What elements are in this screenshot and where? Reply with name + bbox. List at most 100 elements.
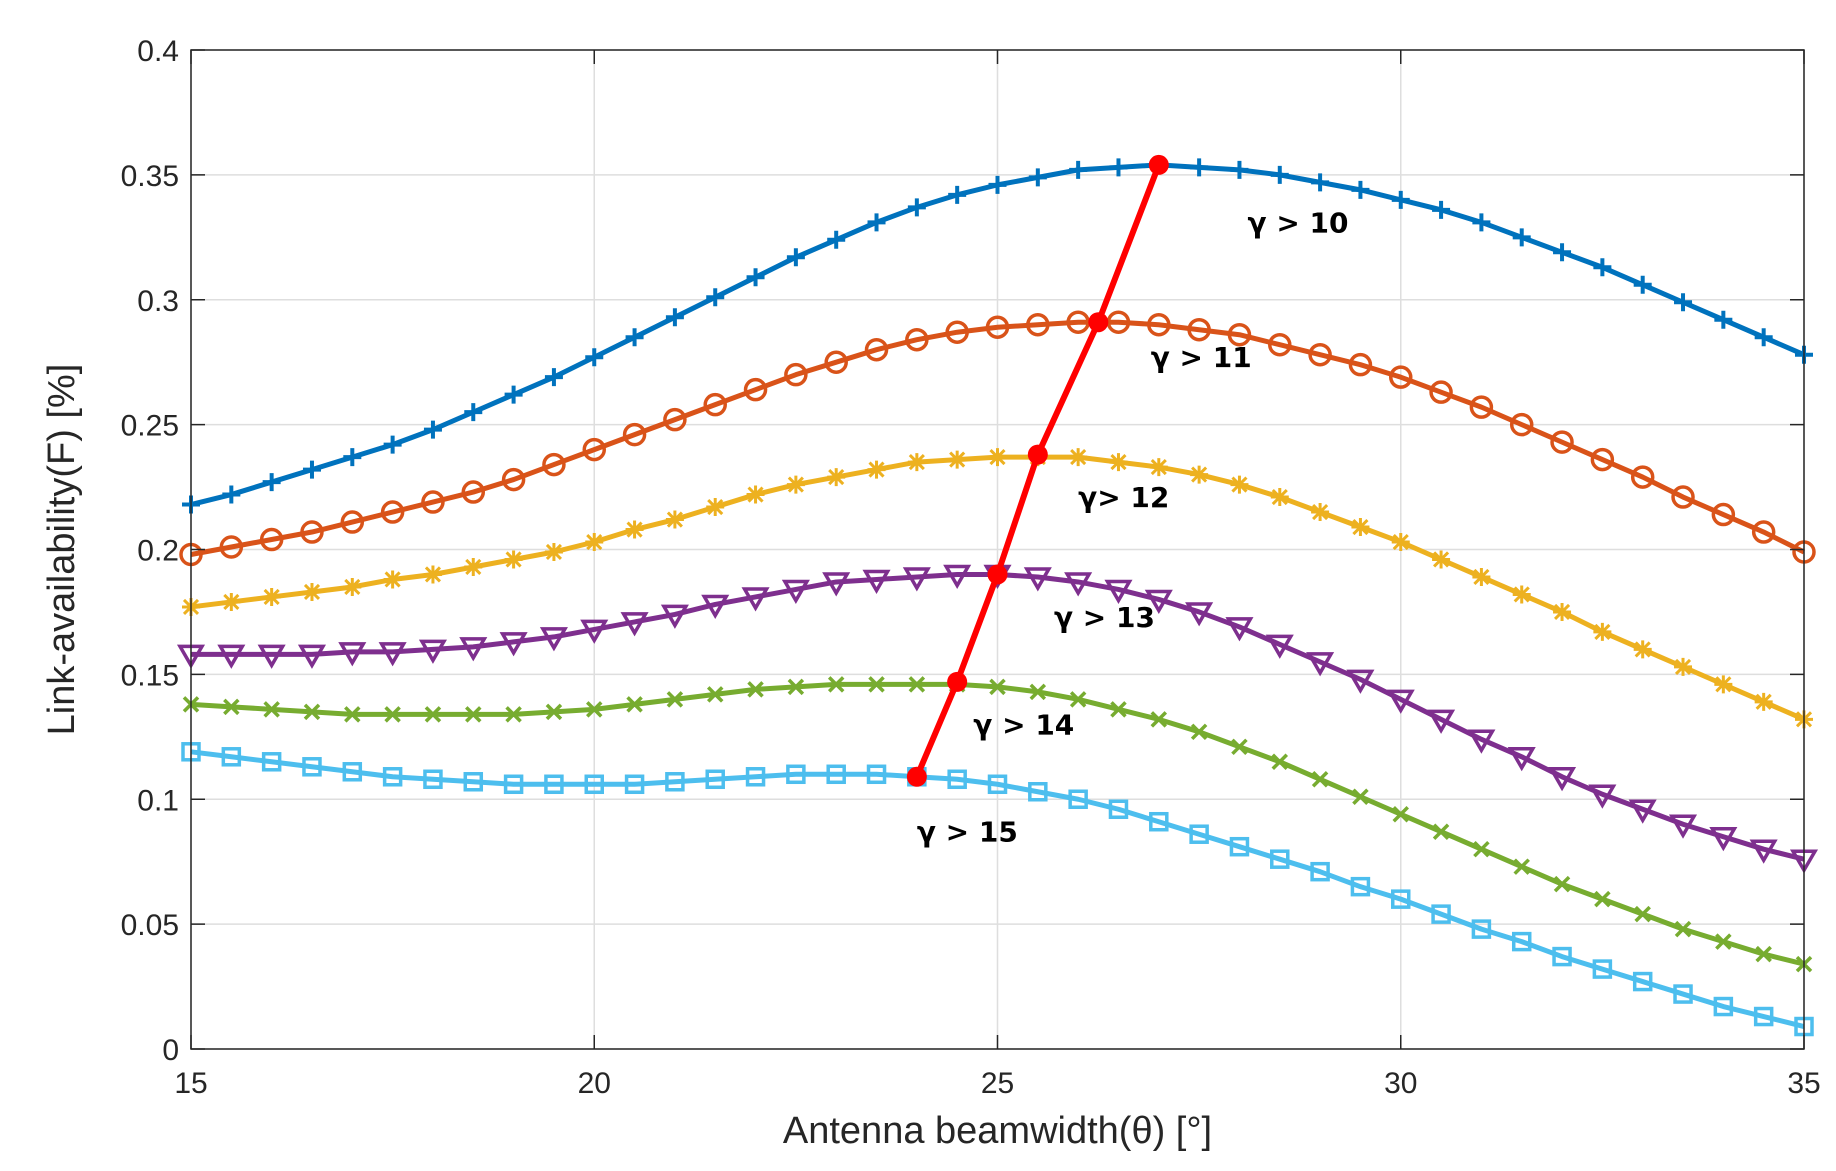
data-point bbox=[342, 762, 363, 782]
data-point bbox=[1634, 905, 1651, 923]
data-point bbox=[544, 542, 563, 561]
data-point bbox=[1391, 533, 1410, 552]
data-point bbox=[222, 485, 241, 504]
data-point bbox=[624, 774, 645, 795]
data-point bbox=[340, 510, 365, 534]
series-layer bbox=[176, 155, 1819, 1037]
y-tick-label: 0.25 bbox=[121, 410, 179, 443]
data-point bbox=[1553, 875, 1571, 893]
data-point bbox=[465, 706, 482, 723]
data-point bbox=[1507, 747, 1536, 772]
data-point bbox=[1023, 567, 1052, 592]
y-tick-label: 0.1 bbox=[137, 784, 179, 817]
data-point bbox=[948, 450, 967, 469]
data-point bbox=[827, 468, 846, 487]
data-point bbox=[221, 747, 242, 767]
data-point bbox=[1709, 826, 1738, 852]
axis-ticks: 15 20 25 30 35 0 0.05 0.1 0.15 0.2 0.25 0.3 0.35 0.4 bbox=[121, 35, 1821, 1100]
data-point bbox=[1346, 669, 1375, 694]
data-point bbox=[463, 772, 484, 792]
data-point bbox=[868, 676, 885, 693]
data-point bbox=[864, 337, 889, 362]
data-point bbox=[223, 698, 240, 716]
data-point bbox=[544, 774, 564, 795]
data-point bbox=[1469, 395, 1494, 419]
data-point bbox=[261, 752, 282, 772]
data-point bbox=[787, 678, 805, 696]
data-point bbox=[1351, 180, 1370, 199]
data-point bbox=[1714, 675, 1733, 694]
series-annotation: γ > 10 bbox=[1248, 206, 1349, 239]
data-point bbox=[1271, 753, 1289, 771]
y-tick-label: 0 bbox=[162, 1034, 179, 1067]
data-point bbox=[1472, 213, 1491, 232]
data-point bbox=[1110, 701, 1127, 718]
data-point bbox=[867, 213, 886, 232]
data-point bbox=[1391, 889, 1411, 909]
data-point bbox=[542, 452, 566, 477]
data-point bbox=[1150, 711, 1168, 728]
data-point bbox=[1144, 589, 1173, 614]
data-point bbox=[1106, 310, 1131, 334]
data-point bbox=[1674, 657, 1693, 676]
data-point bbox=[1149, 811, 1169, 832]
x-axis-label: Antenna beamwidth(θ) [°] bbox=[783, 1110, 1212, 1152]
data-point bbox=[822, 572, 851, 597]
data-point bbox=[626, 696, 643, 713]
data-point bbox=[1467, 729, 1496, 754]
data-point bbox=[1108, 799, 1129, 819]
data-point bbox=[945, 320, 969, 344]
data-point bbox=[988, 175, 1007, 194]
data-point bbox=[344, 706, 361, 723]
data-point bbox=[1026, 312, 1050, 337]
data-point bbox=[747, 681, 764, 698]
peak-point bbox=[906, 766, 927, 787]
data-point bbox=[545, 703, 563, 721]
data-point bbox=[1350, 876, 1371, 897]
data-point bbox=[1511, 931, 1532, 952]
data-point bbox=[1593, 258, 1612, 277]
data-point bbox=[1109, 158, 1128, 177]
data-point bbox=[1068, 789, 1088, 809]
data-point bbox=[499, 632, 528, 657]
data-point bbox=[826, 764, 846, 785]
data-point bbox=[1352, 788, 1369, 805]
data-point bbox=[1713, 996, 1734, 1017]
data-point bbox=[585, 533, 604, 552]
data-point bbox=[297, 644, 327, 669]
series-annotation: γ> 12 bbox=[1078, 481, 1169, 514]
data-point bbox=[343, 577, 362, 596]
data-point bbox=[1473, 840, 1490, 858]
series-annotation: γ > 15 bbox=[917, 816, 1018, 849]
data-point bbox=[943, 564, 972, 589]
data-point bbox=[745, 767, 766, 787]
data-point bbox=[1187, 317, 1211, 342]
data-point bbox=[1593, 622, 1612, 641]
data-point bbox=[257, 644, 286, 669]
data-point bbox=[544, 368, 563, 387]
data-point bbox=[1028, 782, 1048, 802]
data-point bbox=[262, 473, 281, 492]
data-point bbox=[302, 460, 321, 479]
data-point bbox=[1230, 160, 1249, 179]
data-point bbox=[423, 420, 442, 439]
data-point bbox=[663, 407, 687, 432]
data-point bbox=[1270, 488, 1289, 507]
series-1 bbox=[182, 155, 1813, 514]
series-line bbox=[190, 319, 1806, 557]
data-point bbox=[1231, 738, 1248, 756]
series-annotation: γ > 11 bbox=[1151, 341, 1252, 374]
data-point bbox=[1427, 709, 1456, 734]
data-point bbox=[705, 769, 725, 790]
data-point bbox=[824, 350, 848, 374]
series-5 bbox=[182, 676, 1813, 973]
data-point bbox=[1229, 836, 1250, 857]
data-point bbox=[1668, 814, 1698, 839]
series-annotation: γ > 14 bbox=[973, 708, 1074, 741]
data-point bbox=[902, 567, 931, 592]
data-point bbox=[1633, 640, 1652, 659]
data-point bbox=[1715, 933, 1732, 950]
data-point bbox=[1189, 824, 1209, 844]
series-2 bbox=[179, 310, 1816, 567]
data-point bbox=[1265, 634, 1294, 659]
